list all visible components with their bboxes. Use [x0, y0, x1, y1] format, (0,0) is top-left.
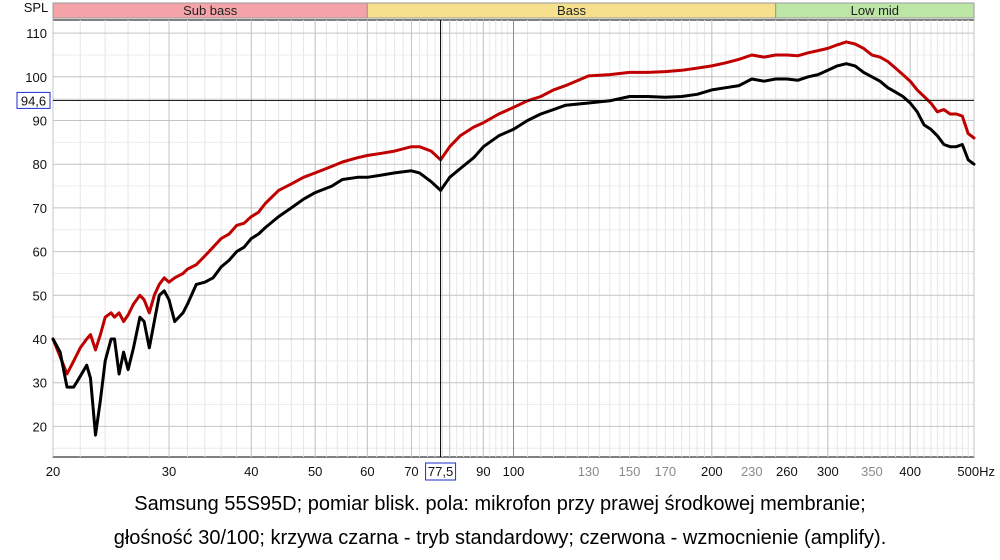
x-tick-label: 350 — [861, 464, 883, 479]
x-tick-label: 100 — [503, 464, 525, 479]
y-tick-label: 70 — [33, 201, 47, 216]
y-tick-label: 20 — [33, 419, 47, 434]
y-tick-label: 110 — [26, 26, 47, 41]
crosshair-cursor[interactable]: 94,6 77,5 — [16, 20, 974, 481]
frequency-bands: Sub bass Bass Low mid — [52, 2, 975, 19]
x-tick-label: 400 — [899, 464, 921, 479]
band-label-2: Low mid — [851, 3, 899, 18]
y-axis-label: SPL — [24, 0, 49, 15]
y-tick-label: 30 — [33, 376, 47, 391]
y-tick-label: 90 — [33, 114, 47, 129]
x-tick-label: 260 — [776, 464, 798, 479]
series-line-red — [51, 40, 976, 376]
x-tick-label: 230 — [741, 464, 763, 479]
cursor-x-readout-box — [425, 462, 457, 481]
caption-line-2: głośność 30/100; krzywa czarna - tryb st… — [113, 527, 887, 549]
x-tick-label: 300 — [817, 464, 839, 479]
band-label-1: Bass — [557, 3, 586, 18]
x-tick-label: 20 — [46, 464, 60, 479]
series-layer — [51, 40, 976, 437]
band-label-0: Sub bass — [183, 3, 238, 18]
y-tick-label: 60 — [33, 245, 47, 260]
y-tick-label: 50 — [33, 288, 47, 303]
cursor-x-readout: 77,5 — [428, 464, 453, 479]
x-tick-label: 130 — [578, 464, 600, 479]
x-tick-label: 500Hz — [957, 464, 995, 479]
x-tick-label: 70 — [404, 464, 418, 479]
band-2 — [775, 2, 975, 19]
x-tick-label: 50 — [308, 464, 322, 479]
x-tick-label: 40 — [244, 464, 258, 479]
series-line-black — [51, 62, 976, 437]
x-tick-label: 150 — [619, 464, 641, 479]
caption-line-1: Samsung 55S95D; pomiar blisk. pola: mikr… — [134, 493, 866, 515]
y-axis-ticks: 20 30 40 50 60 70 80 90 100 110 — [25, 26, 47, 434]
y-tick-label: 100 — [25, 70, 47, 85]
x-tick-label: 30 — [162, 464, 176, 479]
x-tick-label: 90 — [476, 464, 490, 479]
y-tick-label: 80 — [33, 157, 47, 172]
x-tick-label: 170 — [654, 464, 676, 479]
cursor-y-readout: 94,6 — [21, 93, 46, 108]
x-tick-label: 200 — [701, 464, 723, 479]
x-axis-ticks: 20 30 40 50 60 70 90 100 130 150 170 200 230 260 300 35… — [46, 464, 995, 479]
cursor-y-readout-box — [16, 91, 51, 109]
y-tick-label: 40 — [33, 332, 47, 347]
grid-lines — [52, 20, 975, 457]
x-tick-label: 60 — [360, 464, 374, 479]
frequency-response-chart: Sub bass Bass Low mid 94,6 77,5 20 30 40 50 60… — [16, 0, 995, 481]
